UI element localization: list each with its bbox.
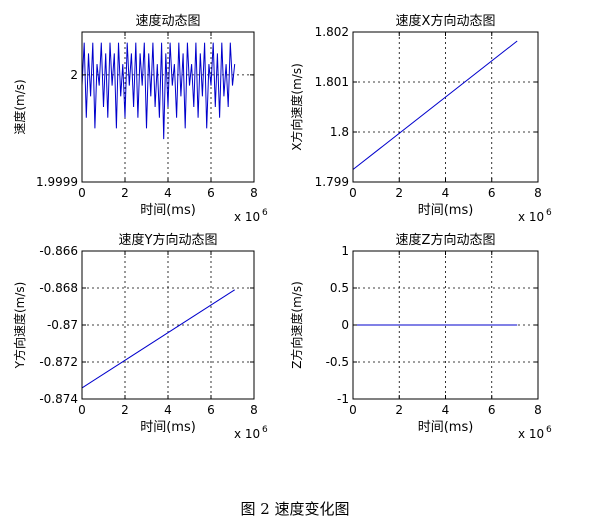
y-tick-label: 1.8 bbox=[330, 125, 349, 139]
chart-title: 速度X方向动态图 bbox=[396, 13, 496, 29]
chart-title: 速度Z方向动态图 bbox=[396, 232, 496, 248]
x-tick-label: 4 bbox=[164, 186, 172, 200]
y-tick-label: 1 bbox=[341, 244, 349, 258]
x-multiplier-exponent: 6 bbox=[546, 425, 552, 435]
x-axis-label: 时间(ms) bbox=[418, 203, 474, 218]
y-tick-label: 1.802 bbox=[315, 25, 349, 39]
y-tick-label: 1.801 bbox=[315, 75, 349, 89]
x-multiplier-exponent: 6 bbox=[262, 425, 268, 435]
x-multiplier-label: x 10 bbox=[518, 427, 544, 441]
x-axis-label: 时间(ms) bbox=[418, 420, 474, 435]
x-tick-label: 6 bbox=[488, 403, 496, 417]
y-tick-label: -0.874 bbox=[39, 392, 78, 406]
y-axis-label: Z方向速度(m/s) bbox=[289, 281, 304, 369]
x-tick-label: 6 bbox=[488, 186, 496, 200]
y-tick-label: -0.872 bbox=[39, 355, 78, 369]
chart-title: 速度动态图 bbox=[135, 13, 200, 29]
y-tick-label: -0.868 bbox=[39, 281, 78, 295]
x-axis-label: 时间(ms) bbox=[140, 420, 196, 435]
chart-title: 速度Y方向动态图 bbox=[119, 232, 218, 248]
x-tick-label: 2 bbox=[395, 186, 403, 200]
x-multiplier-label: x 10 bbox=[234, 210, 260, 224]
chart-panel-3: 0 2 4 6 8-0.874-0.872-0.87-0.868-0.866速度Y方向动… bbox=[12, 232, 268, 441]
series-line-1 bbox=[352, 40, 518, 170]
x-multiplier-exponent: 6 bbox=[262, 208, 268, 218]
x-tick-label: 2 bbox=[395, 403, 403, 417]
x-tick-label: 4 bbox=[442, 186, 450, 200]
x-multiplier-label: x 10 bbox=[234, 427, 260, 441]
x-tick-label: 0 bbox=[78, 403, 86, 417]
series-line-1 bbox=[81, 42, 236, 140]
x-tick-label: 8 bbox=[534, 186, 542, 200]
y-tick-label: 0 bbox=[341, 318, 349, 332]
y-tick-label: 2 bbox=[70, 68, 78, 82]
x-tick-label: 8 bbox=[250, 186, 258, 200]
series-line-1 bbox=[81, 289, 235, 389]
x-tick-label: 0 bbox=[349, 403, 357, 417]
x-tick-label: 6 bbox=[207, 186, 215, 200]
x-tick-label: 6 bbox=[207, 403, 215, 417]
x-tick-label: 2 bbox=[121, 186, 129, 200]
y-axis-label: 速度(m/s) bbox=[12, 79, 27, 134]
x-tick-label: 8 bbox=[534, 403, 542, 417]
figure-caption: 图 2 速度变化图 bbox=[240, 500, 350, 518]
y-tick-label: -1 bbox=[337, 392, 349, 406]
y-tick-label: -0.87 bbox=[47, 318, 78, 332]
x-tick-label: 0 bbox=[78, 186, 86, 200]
x-multiplier-label: x 10 bbox=[518, 210, 544, 224]
x-multiplier-exponent: 6 bbox=[546, 208, 552, 218]
y-axis-label: X方向速度(m/s) bbox=[289, 63, 304, 151]
y-tick-label: 0.5 bbox=[330, 281, 349, 295]
y-tick-label: 1.9999 bbox=[36, 175, 78, 189]
y-tick-label: 1.799 bbox=[315, 175, 349, 189]
y-axis-label: Y方向速度(m/s) bbox=[12, 282, 27, 370]
x-tick-label: 4 bbox=[164, 403, 172, 417]
x-tick-label: 8 bbox=[250, 403, 258, 417]
y-tick-label: -0.866 bbox=[39, 244, 78, 258]
x-tick-label: 2 bbox=[121, 403, 129, 417]
y-tick-label: -0.5 bbox=[326, 355, 349, 369]
x-tick-label: 0 bbox=[349, 186, 357, 200]
x-axis-label: 时间(ms) bbox=[140, 203, 196, 218]
x-tick-label: 4 bbox=[442, 403, 450, 417]
